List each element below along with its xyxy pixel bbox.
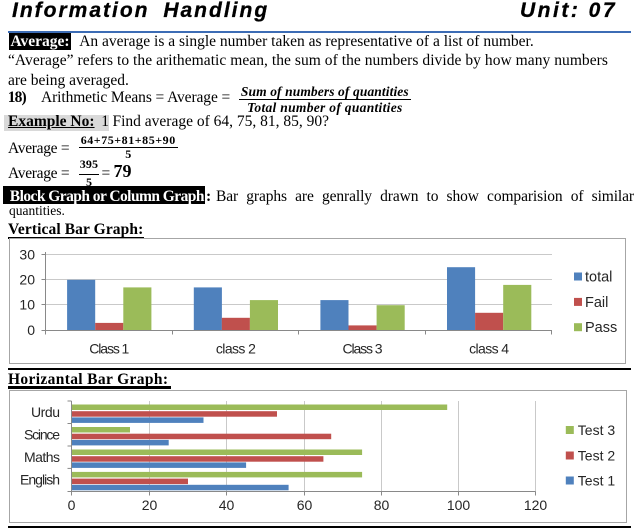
svg-text:Test 3: Test 3 [578, 422, 616, 438]
svg-text:Test 1: Test 1 [578, 473, 616, 489]
svg-text:100: 100 [447, 497, 471, 513]
svg-text:10: 10 [19, 296, 35, 312]
svg-text:Class 3: Class 3 [343, 340, 383, 356]
svg-text:30: 30 [19, 246, 35, 262]
svg-text:Pass: Pass [585, 320, 617, 336]
svg-text:Maths: Maths [24, 449, 60, 465]
svg-text:0: 0 [68, 497, 76, 513]
svg-text:0: 0 [27, 322, 35, 338]
svg-text:120: 120 [524, 497, 548, 513]
svg-text:class 4: class 4 [469, 340, 509, 356]
svg-text:20: 20 [19, 271, 35, 287]
svg-text:class 2: class 2 [216, 340, 256, 356]
svg-text:60: 60 [297, 497, 313, 513]
svg-text:20: 20 [142, 497, 158, 513]
svg-text:Scince: Scince [24, 427, 60, 443]
svg-text:Urdu: Urdu [31, 404, 60, 420]
svg-text:Class 1: Class 1 [89, 340, 129, 356]
svg-text:Fail: Fail [585, 295, 608, 311]
svg-text:English: English [20, 472, 60, 488]
svg-text:Test 2: Test 2 [578, 448, 616, 464]
svg-text:total: total [585, 270, 612, 286]
svg-text:40: 40 [219, 497, 235, 513]
svg-text:80: 80 [374, 497, 390, 513]
